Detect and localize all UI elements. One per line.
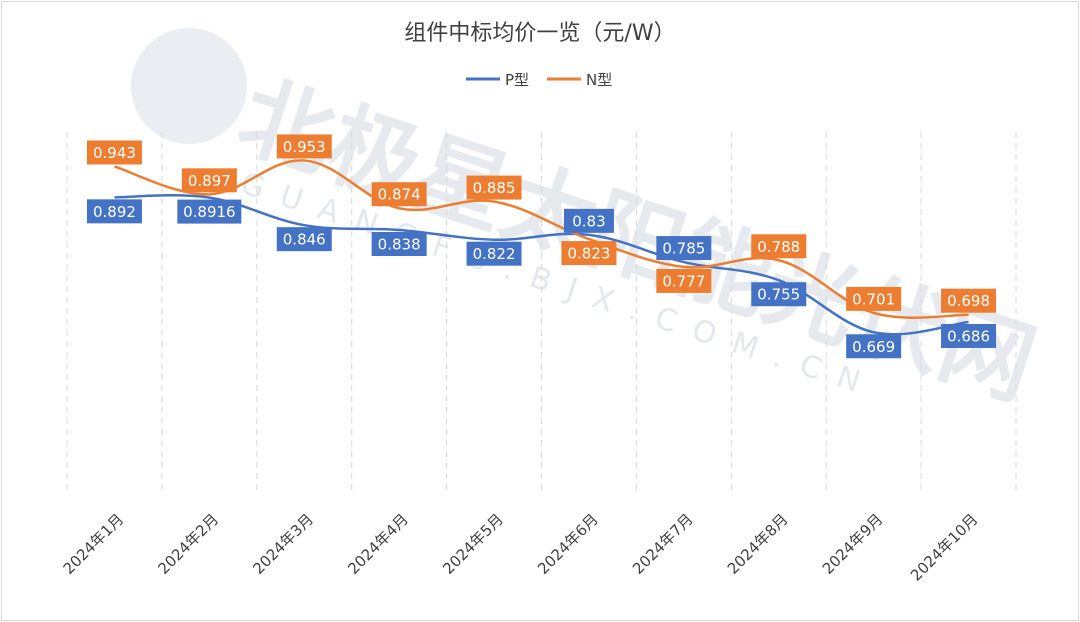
grid-lines	[66, 132, 1017, 495]
data-label-n: 0.874	[371, 182, 427, 207]
chart-title: 组件中标均价一览（元/W）	[404, 21, 675, 46]
x-tick-label: 2024年9月	[819, 510, 887, 578]
watermark-main-text: 北极星太阳能光伏网	[227, 62, 1048, 420]
data-label-n: 0.943	[86, 140, 142, 165]
data-label-p: 0.846	[276, 227, 332, 252]
x-tick-label: 2024年6月	[534, 510, 602, 578]
x-tick-label: 2024年8月	[724, 510, 792, 578]
data-label-text: 0.788	[757, 238, 800, 256]
x-tick-label: 2024年5月	[439, 510, 507, 578]
data-label-text: 0.83	[572, 212, 605, 230]
legend-label-n: N型	[586, 71, 612, 89]
data-label-text: 0.846	[283, 231, 326, 249]
data-label-text: 0.892	[93, 203, 136, 221]
data-label-box	[561, 241, 617, 266]
data-label-p: 0.669	[846, 334, 902, 359]
legend: P型 N型	[466, 71, 612, 89]
data-label-text: 0.755	[757, 286, 800, 304]
data-label-text: 0.822	[473, 245, 516, 263]
data-label-text: 0.838	[378, 236, 421, 254]
data-label-p: 0.755	[751, 282, 807, 307]
data-label-box	[846, 334, 902, 359]
series-line-n	[114, 159, 969, 319]
data-label-text: 0.943	[93, 144, 136, 162]
data-label-box	[371, 182, 427, 207]
data-label-text: 0.953	[283, 138, 326, 156]
data-label-box	[466, 241, 522, 266]
data-label-n: 0.823	[561, 241, 617, 266]
data-label-n: 0.777	[656, 268, 712, 293]
data-label-text: 0.777	[662, 272, 705, 290]
series-line-p	[114, 194, 969, 336]
x-tick-label: 2024年7月	[629, 510, 697, 578]
data-label-p: 0.8916	[177, 199, 242, 224]
x-tick-label: 2024年4月	[344, 510, 412, 578]
data-label-text: 0.669	[852, 338, 895, 356]
data-label-box	[751, 282, 807, 307]
data-label-box	[941, 288, 997, 313]
x-tick-label: 2024年10月	[907, 510, 981, 584]
data-label-text: 0.823	[567, 245, 610, 263]
x-tick-label: 2024年3月	[249, 510, 317, 578]
data-label-box	[941, 323, 997, 348]
x-axis-ticks: 2024年1月 2024年2月 2024年3月 2024年4月 2024年5月 2024年…	[60, 510, 982, 584]
watermark-logo	[130, 28, 247, 145]
data-label-box	[276, 227, 332, 252]
data-label-p: 0.892	[86, 199, 142, 224]
data-label-box	[466, 175, 522, 200]
data-label-n: 0.897	[181, 168, 237, 193]
data-label-box	[86, 140, 142, 165]
data-label-text: 0.8916	[183, 203, 236, 221]
data-label-box	[846, 286, 902, 311]
data-label-p: 0.838	[371, 232, 427, 257]
data-label-text: 0.698	[947, 292, 990, 310]
data-label-text: 0.701	[852, 290, 895, 308]
data-label-p: 0.785	[656, 236, 712, 261]
data-label-box	[371, 232, 427, 257]
data-labels: 0.892 0.8916 0.846 0.838 0.822 0.83 0.785 0.755…	[86, 134, 997, 359]
data-label-box	[751, 234, 807, 259]
data-label-text: 0.885	[473, 179, 516, 197]
data-label-box	[656, 236, 712, 261]
data-label-text: 0.686	[947, 327, 990, 345]
data-label-text: 0.897	[188, 172, 231, 190]
data-label-n: 0.953	[276, 134, 332, 159]
data-label-text: 0.785	[662, 240, 705, 258]
data-label-box	[177, 199, 242, 224]
data-label-box	[181, 168, 237, 193]
data-label-n: 0.885	[466, 175, 522, 200]
data-label-n: 0.788	[751, 234, 807, 259]
data-label-text: 0.874	[378, 186, 421, 204]
legend-label-p: P型	[505, 71, 529, 89]
series-lines	[114, 159, 969, 336]
data-label-box	[86, 199, 142, 224]
data-label-box	[656, 268, 712, 293]
data-label-p: 0.686	[941, 323, 997, 348]
data-label-box	[276, 134, 332, 159]
data-label-p: 0.822	[466, 241, 522, 266]
data-label-p: 0.83	[563, 208, 614, 233]
data-label-n: 0.698	[941, 288, 997, 313]
x-tick-label: 2024年1月	[60, 510, 128, 578]
x-tick-label: 2024年2月	[154, 510, 222, 578]
data-label-n: 0.701	[846, 286, 902, 311]
data-label-box	[563, 208, 614, 233]
